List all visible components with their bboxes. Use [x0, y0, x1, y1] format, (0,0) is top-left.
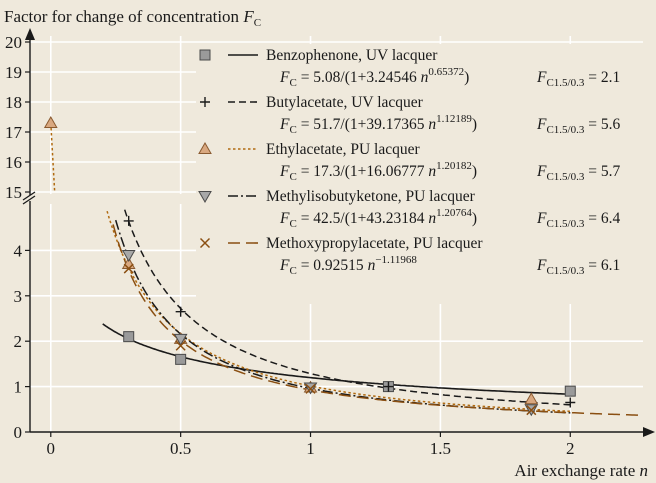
data-point-s2-1 — [123, 215, 134, 226]
legend-entry-1: Benzophenone, UV lacquer FC = 5.08/(1+3.2… — [199, 47, 620, 89]
fit-curve-3-upper — [50, 122, 56, 193]
y-tick-label: 0 — [14, 423, 23, 442]
legend-marker-1 — [199, 49, 211, 61]
data-point-s2-2 — [175, 306, 186, 317]
legend-label-2: Butylacetate, UV lacquer — [266, 94, 424, 111]
axis-break-mark — [22, 191, 36, 205]
fit-curve-5 — [112, 224, 644, 417]
y-tick-label: 18 — [5, 93, 22, 112]
y-tick-label: 16 — [5, 153, 22, 172]
fit-curve-2 — [123, 209, 571, 406]
legend-formula-5: FC = 0.92515 n−1.11968 — [279, 254, 417, 277]
legend-label-3: Ethylacetate, PU lacquer — [266, 141, 420, 158]
data-point-s1-2 — [175, 353, 187, 365]
x-tick-label: 0.5 — [170, 439, 191, 458]
data-point-s1-4 — [564, 385, 576, 397]
x-tick-label: 2 — [566, 439, 575, 458]
legend-formula-3: FC = 17.3/(1+16.06777 n1.20182) — [279, 160, 477, 183]
y-tick-label: 2 — [14, 332, 23, 351]
legend-formula-4: FC = 42.5/(1+43.23184 n1.20764) — [279, 207, 477, 230]
legend-entry-5: Methoxypropylacetate, PU lacquer FC = 0.9… — [199, 235, 620, 277]
data-point-s5-2 — [175, 340, 186, 351]
x-axis-label: Air exchange rate n — [514, 461, 648, 480]
fit-curves — [50, 122, 644, 417]
legend-entry-3: Ethylacetate, PU lacquer FC = 17.3/(1+16.… — [198, 141, 620, 183]
data-point-s3-1 — [43, 115, 58, 128]
data-points — [43, 115, 576, 417]
legend-label-1: Benzophenone, UV lacquer — [266, 47, 438, 64]
y-tick-label: 19 — [5, 63, 22, 82]
fit-curve-3 — [106, 210, 571, 413]
data-point-s3-5 — [524, 392, 539, 405]
y-tick-label: 17 — [5, 123, 23, 142]
data-point-s2-4 — [565, 397, 576, 408]
legend-marker-2 — [200, 97, 210, 107]
legend-ratio-4: FC1.5/0.3 = 6.4 — [536, 210, 620, 230]
x-axis-arrow — [643, 427, 655, 437]
legend-entry-4: Methylisobutyketone, PU lacquer FC = 42.5… — [198, 188, 620, 230]
y-axis-label: Factor for change of concentration FC — [4, 7, 261, 29]
y-tick-label: 3 — [14, 287, 23, 306]
legend-entry-2: Butylacetate, UV lacquer FC = 51.7/(1+39.… — [200, 94, 620, 136]
legend-label-4: Methylisobutyketone, PU lacquer — [266, 188, 476, 205]
legend-label-5: Methoxypropylacetate, PU lacquer — [266, 235, 483, 252]
y-tick-label: 1 — [14, 378, 23, 397]
axis-labels: Factor for change of concentration FC Air… — [4, 7, 648, 480]
data-point-s4-1 — [121, 249, 136, 262]
fit-curve-4 — [114, 219, 571, 414]
legend-marker-5 — [199, 237, 211, 249]
x-tick-label: 1 — [306, 439, 315, 458]
y-tick-label: 4 — [14, 241, 23, 260]
y-tick-label: 20 — [5, 33, 22, 52]
data-point-s4-2 — [173, 333, 188, 346]
legend: Benzophenone, UV lacquer FC = 5.08/(1+3.2… — [196, 44, 648, 304]
legend-ratio-1: FC1.5/0.3 = 2.1 — [536, 69, 620, 89]
y-axis-arrow — [25, 28, 35, 40]
x-tick-label: 1.5 — [430, 439, 451, 458]
legend-ratio-2: FC1.5/0.3 = 5.6 — [536, 116, 620, 136]
legend-background — [196, 44, 648, 304]
legend-marker-4 — [198, 191, 212, 204]
legend-ratio-3: FC1.5/0.3 = 5.7 — [536, 163, 620, 183]
x-tick-label: 0 — [47, 439, 56, 458]
data-point-s1-1 — [123, 331, 135, 343]
data-point-s5-1 — [123, 263, 134, 274]
data-point-s2-3 — [383, 381, 394, 392]
y-tick-label: 15 — [5, 183, 22, 202]
legend-marker-3 — [198, 141, 212, 154]
axes — [22, 28, 655, 437]
legend-ratio-5: FC1.5/0.3 = 6.1 — [536, 257, 620, 277]
legend-formula-2: FC = 51.7/(1+39.17365 n1.12189) — [279, 113, 477, 136]
data-point-s5-4 — [526, 405, 537, 416]
data-point-s5-3 — [305, 383, 316, 394]
legend-formula-1: FC = 5.08/(1+3.24546 n0.65372) — [279, 66, 469, 89]
